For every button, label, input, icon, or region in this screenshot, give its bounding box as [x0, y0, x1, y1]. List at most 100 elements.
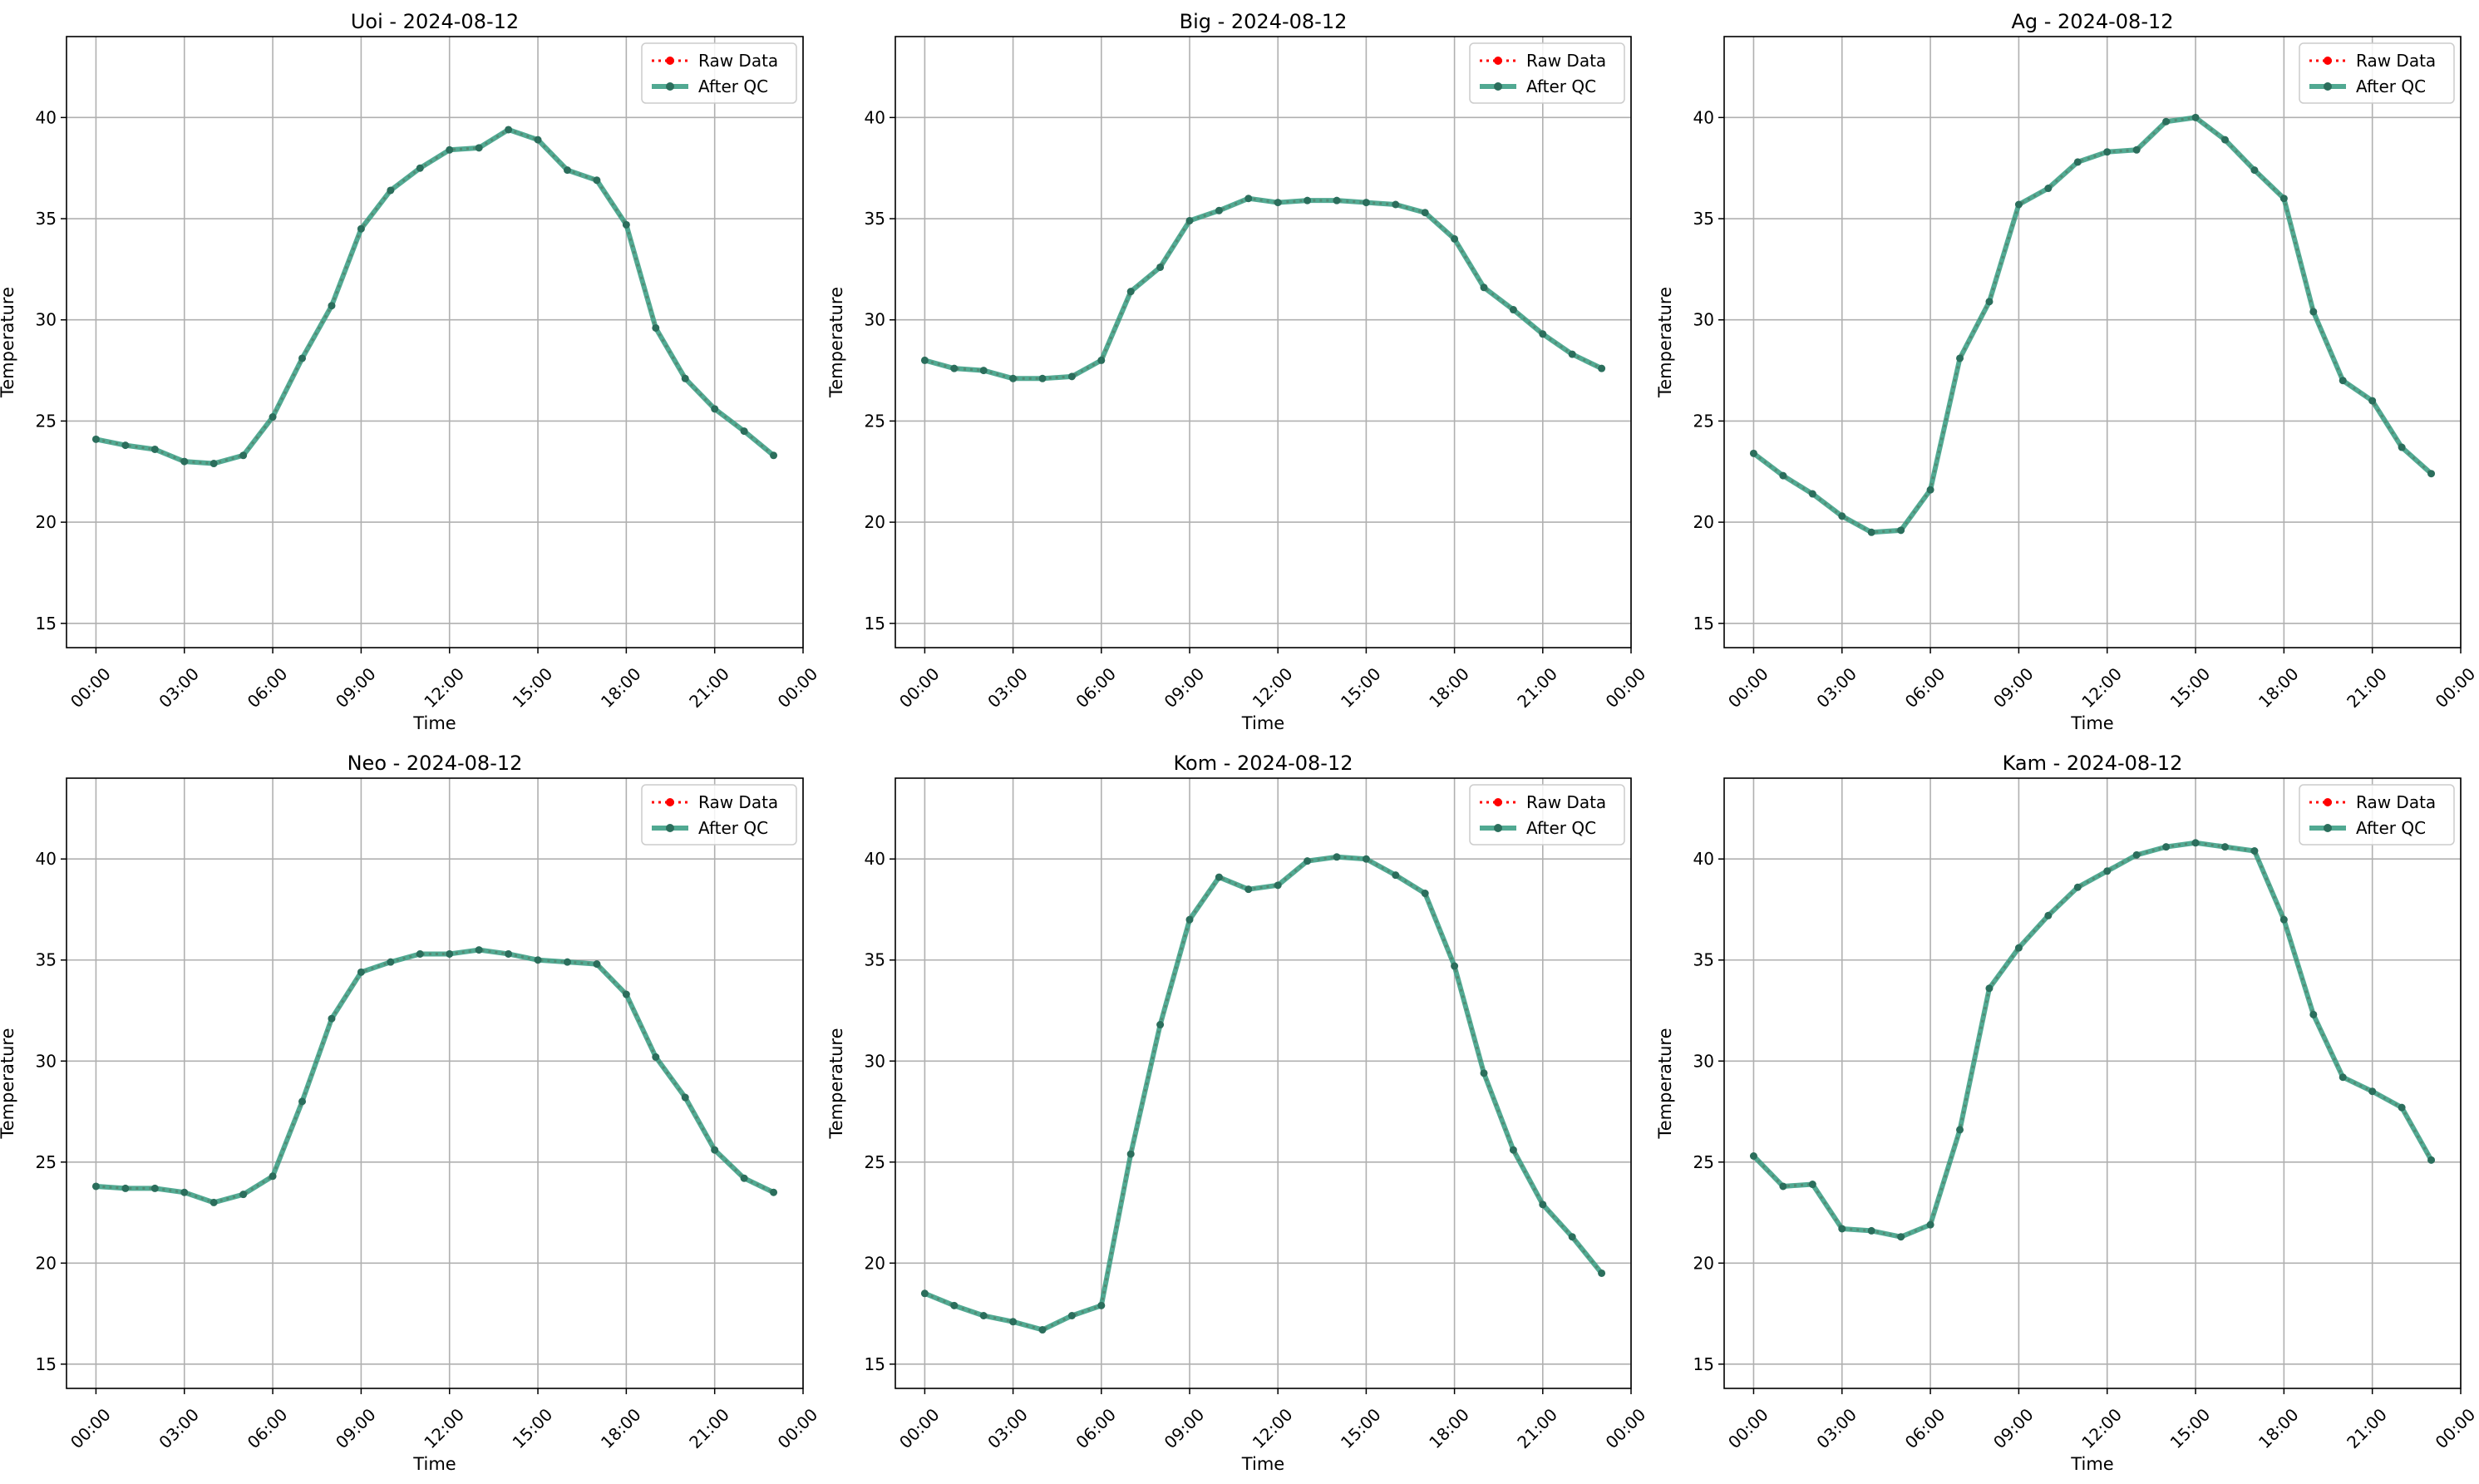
legend-raw-label: Raw Data — [1526, 51, 1606, 71]
qc-point — [563, 958, 571, 966]
legend-qc-marker — [1494, 82, 1502, 91]
series-raw-line — [96, 128, 775, 466]
qc-point — [1126, 1150, 1135, 1158]
qc-point — [1392, 200, 1400, 209]
legend: Raw Data After QC — [641, 784, 797, 846]
y-tick-label: 20 — [865, 1253, 885, 1273]
x-tick-label: 15:00 — [1337, 663, 1385, 712]
x-tick-label: 00:00 — [67, 1404, 115, 1452]
x-tick-label: 12:00 — [1249, 1404, 1297, 1452]
x-tick-label: 12:00 — [420, 1404, 468, 1452]
legend-raw-label: Raw Data — [2356, 51, 2436, 71]
legend-qc-marker — [1494, 824, 1502, 832]
qc-point — [1838, 512, 1846, 520]
y-tick-label: 30 — [36, 310, 57, 330]
y-tick-label: 35 — [865, 950, 885, 970]
x-tick-label: 09:00 — [1161, 663, 1209, 712]
y-tick-label: 40 — [865, 849, 885, 869]
y-tick-label: 25 — [865, 1152, 885, 1172]
qc-point — [1897, 1233, 1905, 1241]
y-tick-label: 40 — [36, 107, 57, 127]
x-tick-label: 15:00 — [2166, 1404, 2215, 1452]
qc-point — [979, 367, 988, 375]
y-tick-label: 15 — [865, 614, 885, 634]
qc-point — [1926, 486, 1934, 494]
x-tick-label: 00:00 — [67, 663, 115, 712]
series-raw-line — [1752, 841, 2432, 1239]
qc-point — [2103, 867, 2112, 875]
qc-point — [1392, 871, 1400, 880]
axes-frame — [1723, 36, 2462, 648]
x-tick-label: 06:00 — [244, 1404, 292, 1452]
legend-qc-label: After QC — [2356, 818, 2426, 838]
qc-point — [1009, 1318, 1018, 1326]
legend: Raw Data After QC — [641, 42, 797, 104]
x-tick-label: 18:00 — [2255, 1404, 2303, 1452]
qc-point — [91, 435, 100, 443]
legend-qc-label: After QC — [698, 76, 768, 96]
x-tick-label: 21:00 — [1513, 663, 1561, 712]
qc-point — [1304, 196, 1312, 205]
y-tick-label: 20 — [865, 512, 885, 532]
qc-point — [2044, 911, 2053, 919]
qc-point — [2014, 944, 2023, 952]
y-axis-label: Temperature — [0, 287, 17, 398]
qc-point — [416, 949, 424, 958]
qc-point — [2427, 470, 2436, 478]
qc-point — [2044, 185, 2053, 193]
qc-point — [1185, 915, 1194, 924]
qc-point — [920, 356, 929, 364]
qc-point — [622, 990, 630, 998]
qc-point — [1274, 199, 1282, 207]
qc-point — [239, 1191, 248, 1199]
qc-point — [1185, 216, 1194, 224]
qc-point — [563, 166, 571, 175]
x-tick-label: 12:00 — [2077, 663, 2126, 712]
qc-point — [2339, 1073, 2347, 1082]
qc-point — [681, 1093, 689, 1102]
y-tick-label: 40 — [1693, 849, 1714, 869]
y-tick-label: 15 — [1693, 1354, 1714, 1374]
legend: Raw Data After QC — [1469, 784, 1625, 846]
qc-point — [1779, 471, 1787, 480]
qc-point — [2279, 915, 2288, 924]
series-qc-line — [922, 854, 1604, 1333]
qc-point — [2220, 136, 2229, 144]
x-tick-label: 03:00 — [1812, 663, 1860, 712]
qc-point — [1480, 283, 1488, 292]
qc-point — [2279, 195, 2288, 203]
legend-raw-label: Raw Data — [1526, 792, 1606, 812]
qc-point — [2132, 145, 2141, 154]
qc-point — [622, 220, 630, 229]
x-tick-label: 12:00 — [2077, 1404, 2126, 1452]
x-tick-label: 00:00 — [1602, 1404, 1650, 1452]
y-tick-label: 30 — [36, 1051, 57, 1071]
qc-point — [1509, 306, 1517, 314]
x-tick-label: 09:00 — [1989, 1404, 2038, 1452]
legend-qc-label: After QC — [1526, 818, 1596, 838]
x-tick-label: 06:00 — [1901, 1404, 1949, 1452]
subplot-title: Kom - 2024-08-12 — [1174, 752, 1353, 775]
y-tick-label: 35 — [1693, 950, 1714, 970]
qc-point — [209, 460, 218, 468]
qc-point — [269, 413, 277, 422]
x-tick-label: 21:00 — [1513, 1404, 1561, 1452]
qc-point — [239, 451, 248, 460]
y-tick-label: 40 — [1693, 107, 1714, 127]
x-tick-label: 09:00 — [332, 663, 380, 712]
qc-point — [1867, 1226, 1875, 1235]
qc-point — [1451, 962, 1459, 970]
legend-raw-label: Raw Data — [698, 51, 778, 71]
qc-point — [1598, 1269, 1606, 1277]
x-tick-label: 09:00 — [1989, 663, 2038, 712]
qc-point — [298, 354, 307, 362]
qc-point — [357, 224, 365, 233]
qc-point — [1867, 528, 1875, 536]
x-tick-label: 21:00 — [2343, 663, 2391, 712]
legend-qc-marker — [2324, 824, 2332, 832]
y-tick-label: 40 — [865, 107, 885, 127]
x-tick-label: 21:00 — [685, 1404, 733, 1452]
x-tick-label: 21:00 — [2343, 1404, 2391, 1452]
series-qc-line — [93, 126, 776, 466]
